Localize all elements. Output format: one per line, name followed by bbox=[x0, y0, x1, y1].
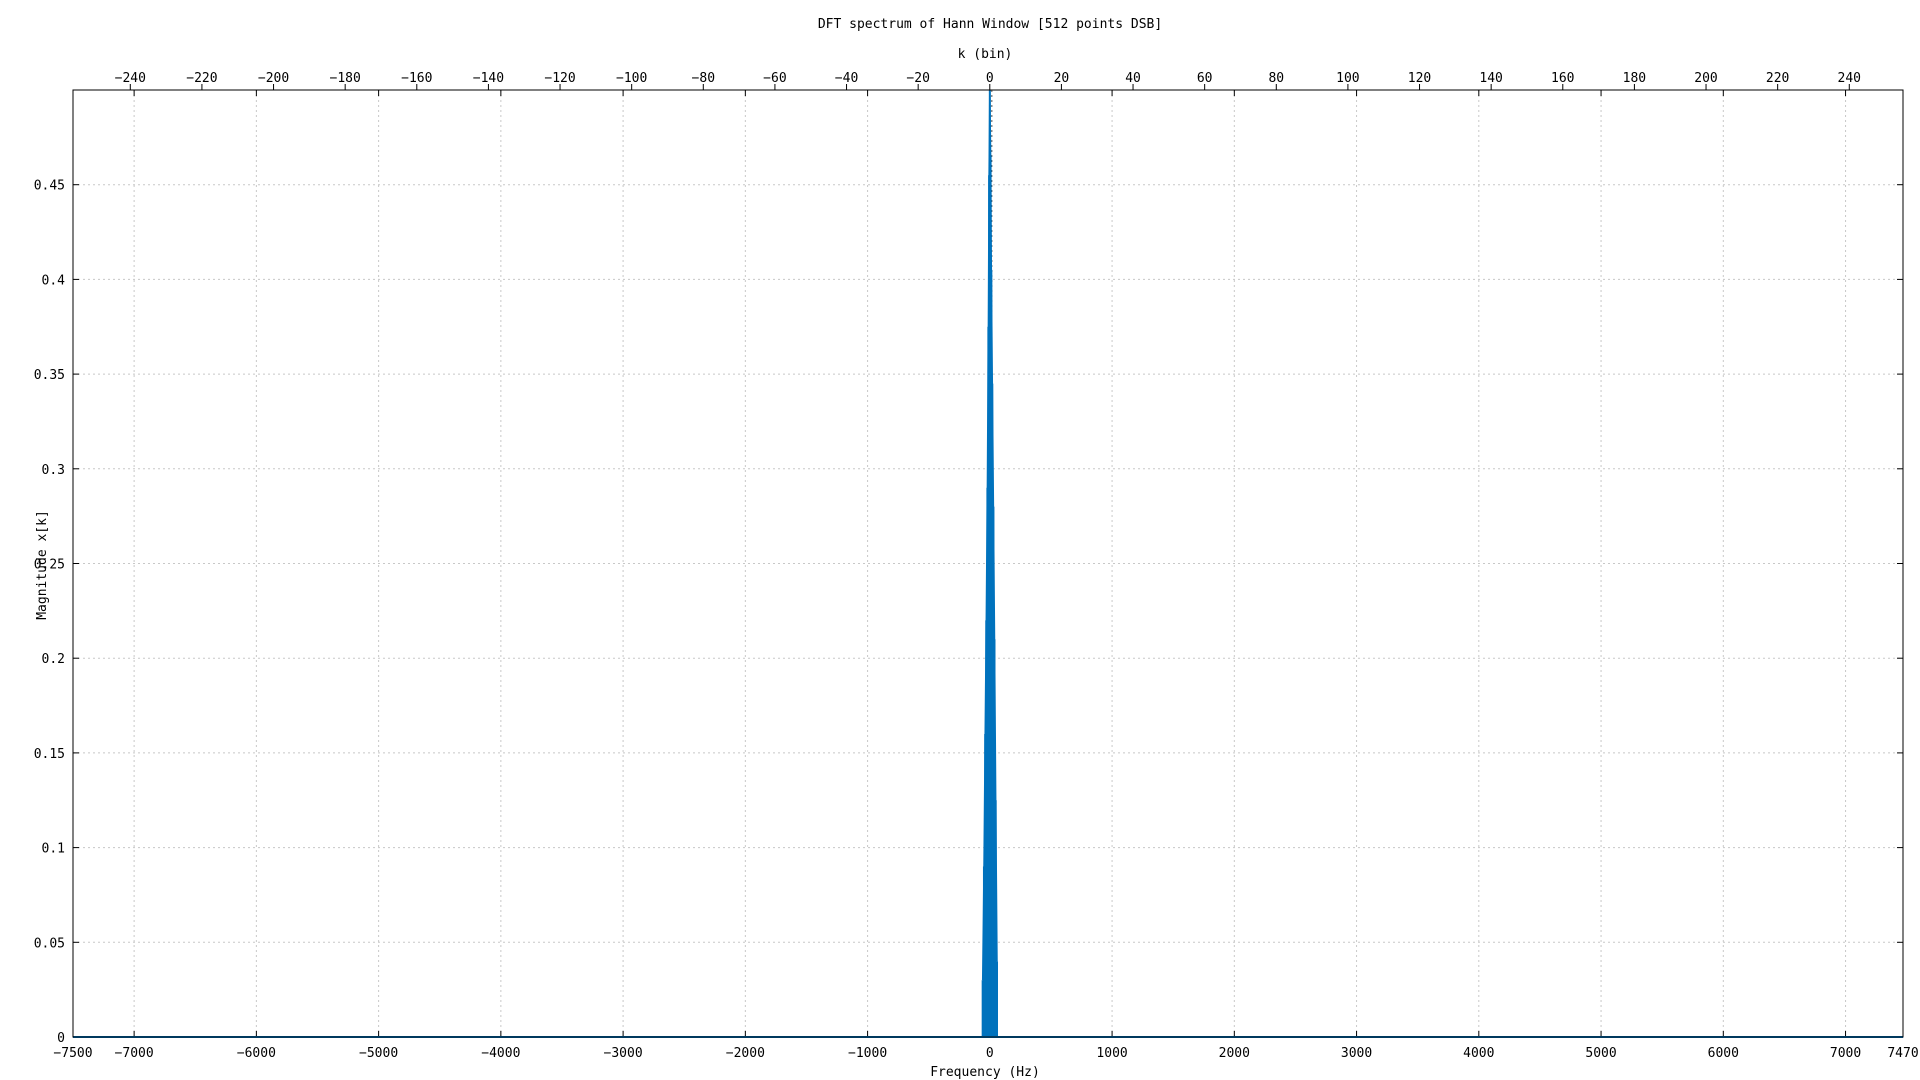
x-tick-label: −7500 bbox=[53, 1046, 92, 1061]
x2-tick-label: 40 bbox=[1125, 71, 1141, 86]
x2-tick-label: −100 bbox=[616, 71, 647, 86]
x2-tick-label: 220 bbox=[1766, 71, 1789, 86]
x2-tick-label: 140 bbox=[1479, 71, 1502, 86]
x-tick-label: 5000 bbox=[1585, 1046, 1616, 1061]
y-tick-label: 0.15 bbox=[34, 747, 65, 762]
x2-tick-label: 0 bbox=[986, 71, 994, 86]
x-tick-label: 3000 bbox=[1341, 1046, 1372, 1061]
x2-tick-label: −60 bbox=[763, 71, 786, 86]
ticks: −7500 −7000 −6000 −5000 −4000 −3000 −2000 −1000… bbox=[34, 71, 1919, 1061]
x-tick-label: 1000 bbox=[1096, 1046, 1127, 1061]
y-tick-label: 0.25 bbox=[34, 558, 65, 573]
x-tick-label: −5000 bbox=[359, 1046, 398, 1061]
x2-tick-label: −140 bbox=[473, 71, 504, 86]
x2-tick-label: 160 bbox=[1551, 71, 1574, 86]
y-tick-label: 0.1 bbox=[42, 842, 65, 857]
x-tick-label: 7000 bbox=[1830, 1046, 1861, 1061]
x2-tick-label: −180 bbox=[330, 71, 361, 86]
y-tick-label: 0.2 bbox=[42, 652, 65, 667]
y-tick-label: 0.05 bbox=[34, 936, 65, 951]
x-tick-label: −7000 bbox=[115, 1046, 154, 1061]
x-tick-label: −6000 bbox=[237, 1046, 276, 1061]
x-axis-label: Frequency (Hz) bbox=[930, 1065, 1040, 1080]
y-tick-label: 0.35 bbox=[34, 368, 65, 383]
x2-tick-label: 240 bbox=[1838, 71, 1861, 86]
x2-tick-label: 80 bbox=[1268, 71, 1284, 86]
x2-tick-label: 60 bbox=[1197, 71, 1213, 86]
top-axis-label: k (bin) bbox=[958, 47, 1013, 62]
y-axis-label: Magnitude x[k] bbox=[35, 510, 50, 620]
x-tick-label: −4000 bbox=[481, 1046, 520, 1061]
x2-tick-label: −80 bbox=[692, 71, 715, 86]
x2-tick-label: −40 bbox=[835, 71, 858, 86]
x-tick-label: −1000 bbox=[848, 1046, 887, 1061]
x2-tick-label: −20 bbox=[906, 71, 929, 86]
plot-frame bbox=[72, 89, 1904, 1038]
x-tick-label: 4000 bbox=[1463, 1046, 1494, 1061]
x-tick-label: 2000 bbox=[1219, 1046, 1250, 1061]
x2-tick-label: 100 bbox=[1336, 71, 1359, 86]
x2-tick-label: −240 bbox=[115, 71, 146, 86]
y-tick-label: 0.45 bbox=[34, 179, 65, 194]
x-tick-label: 6000 bbox=[1708, 1046, 1739, 1061]
x2-tick-label: 200 bbox=[1694, 71, 1717, 86]
x-tick-label: −2000 bbox=[726, 1046, 765, 1061]
x2-tick-label: −220 bbox=[186, 71, 217, 86]
x2-tick-label: 20 bbox=[1054, 71, 1070, 86]
x2-tick-label: −200 bbox=[258, 71, 289, 86]
x-tick-label: 7470 bbox=[1887, 1046, 1918, 1061]
x-tick-label: −3000 bbox=[604, 1046, 643, 1061]
x-tick-label: 0 bbox=[986, 1046, 994, 1061]
chart-title: DFT spectrum of Hann Window [512 points … bbox=[818, 17, 1162, 32]
y-tick-label: 0.3 bbox=[42, 463, 65, 478]
x2-tick-label: 180 bbox=[1623, 71, 1646, 86]
y-tick-label: 0 bbox=[57, 1031, 65, 1046]
x2-tick-label: −160 bbox=[401, 71, 432, 86]
x2-tick-label: 120 bbox=[1408, 71, 1431, 86]
x2-tick-label: −120 bbox=[544, 71, 575, 86]
y-tick-label: 0.4 bbox=[42, 273, 66, 288]
